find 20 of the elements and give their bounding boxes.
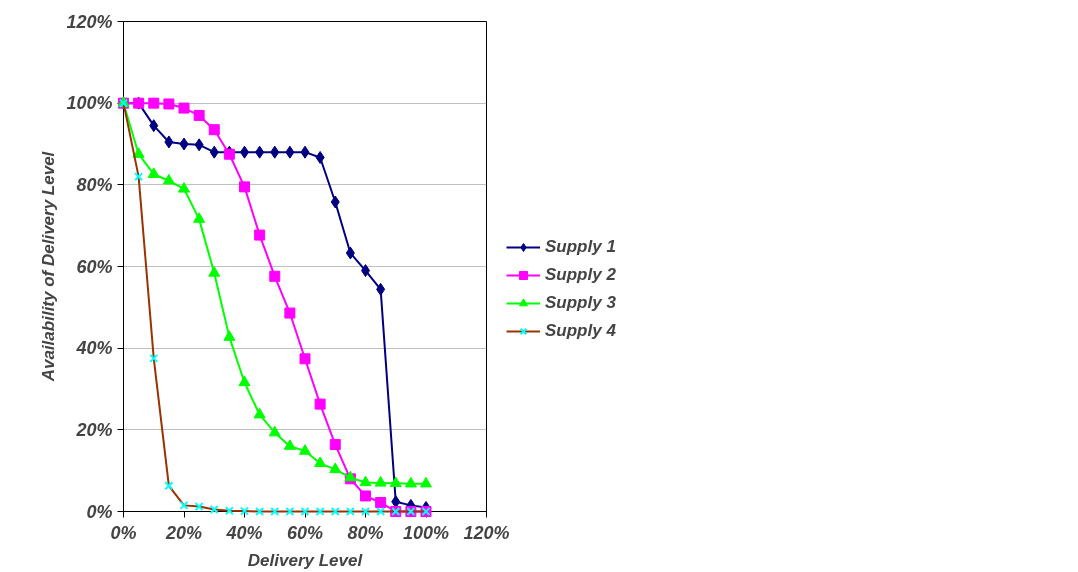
y-tick-label: 120% bbox=[66, 11, 113, 32]
y-tick-label: 0% bbox=[86, 501, 113, 522]
y-tick-label: 100% bbox=[66, 93, 113, 114]
legend-label: Supply 4 bbox=[545, 321, 616, 341]
legend-label: Supply 2 bbox=[545, 265, 616, 285]
x-tick-label: 80% bbox=[347, 522, 384, 543]
legend-label: Supply 1 bbox=[545, 237, 616, 257]
y-tick-label: 80% bbox=[76, 174, 113, 195]
x-tick-label: 60% bbox=[286, 522, 324, 543]
y-axis-title: Availability of Delivery Level bbox=[39, 150, 59, 383]
y-tick-label: 40% bbox=[75, 338, 113, 359]
x-tick-label: 0% bbox=[110, 522, 137, 543]
y-tick-label: 60% bbox=[76, 256, 113, 277]
x-tick-label: 20% bbox=[164, 522, 203, 543]
y-tick-label: 20% bbox=[75, 419, 113, 440]
x-axis-title: Delivery Level bbox=[247, 550, 364, 570]
x-tick-label: 120% bbox=[463, 522, 510, 543]
legend-label: Supply 3 bbox=[545, 293, 616, 313]
x-tick-label: 100% bbox=[402, 522, 450, 543]
x-tick-label: 40% bbox=[225, 522, 263, 543]
